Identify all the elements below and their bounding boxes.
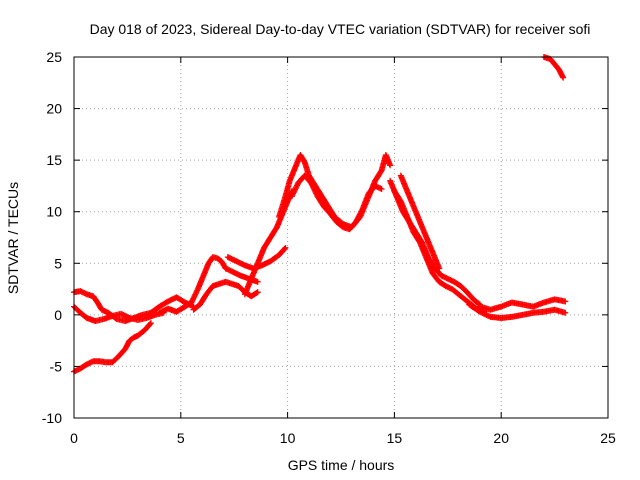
- series-satellite-track-C: [71, 303, 167, 325]
- data-point: [562, 298, 569, 305]
- series-satellite-track-L: [397, 172, 443, 272]
- y-tick-label: 0: [54, 307, 62, 323]
- y-tick-label: -5: [50, 358, 63, 374]
- data-point: [281, 245, 288, 252]
- series-satellite-track-O: [540, 54, 567, 81]
- data-point: [560, 74, 567, 81]
- data-point: [147, 320, 154, 327]
- series-satellite-track-N: [476, 296, 569, 313]
- x-tick-labels: 0 5 10 15 20 25: [70, 430, 616, 446]
- series-satellite-track-A: [71, 320, 154, 375]
- plot-frame: [73, 56, 609, 419]
- x-tick-label: 25: [600, 430, 616, 446]
- y-tick-label: 10: [46, 204, 62, 220]
- axis-ticks: [73, 56, 609, 419]
- data-point: [146, 321, 153, 328]
- data-point: [436, 265, 443, 272]
- series-satellite-track-M: [466, 301, 569, 321]
- data-point: [282, 244, 289, 251]
- data-points: [71, 54, 569, 375]
- series-satellite-track-K: [391, 188, 488, 315]
- data-point: [562, 309, 569, 316]
- data-point: [254, 278, 261, 285]
- data-point: [254, 289, 261, 296]
- y-tick-label: 15: [46, 152, 62, 168]
- y-tick-labels: -10 -5 0 5 10 15 20 25: [42, 49, 62, 426]
- x-tick-label: 5: [177, 430, 185, 446]
- series-satellite-track-G: [224, 244, 289, 272]
- data-point: [387, 162, 394, 169]
- data-point: [475, 300, 482, 307]
- y-axis-label: SDTVAR / TECUs: [5, 182, 21, 294]
- x-tick-label: 20: [493, 430, 509, 446]
- y-tick-label: -10: [42, 410, 62, 426]
- x-tick-label: 15: [387, 430, 403, 446]
- data-point: [253, 289, 260, 296]
- data-point: [378, 186, 385, 193]
- series-satellite-track-I: [288, 172, 385, 233]
- x-tick-label: 10: [280, 430, 296, 446]
- x-tick-label: 0: [70, 430, 78, 446]
- series-satellite-track-D: [156, 254, 261, 316]
- chart-title: Day 018 of 2023, Sidereal Day-to-day VTE…: [90, 21, 591, 37]
- y-tick-label: 5: [54, 255, 62, 271]
- y-tick-label: 25: [46, 49, 62, 65]
- y-tick-label: 20: [46, 101, 62, 117]
- x-axis-label: GPS time / hours: [288, 457, 395, 473]
